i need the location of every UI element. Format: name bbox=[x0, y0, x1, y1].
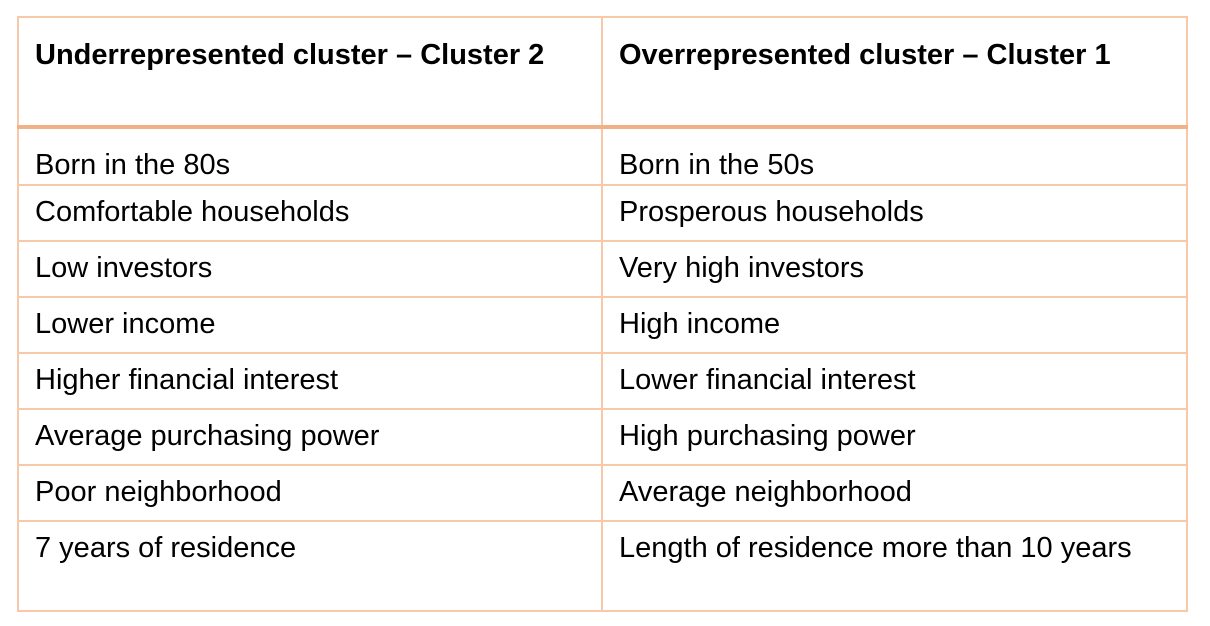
cell-cluster2: Higher financial interest bbox=[17, 352, 603, 410]
cell-cluster1: High purchasing power bbox=[601, 408, 1188, 466]
cell-cluster2: Born in the 80s bbox=[17, 126, 603, 186]
cell-cluster2: Average purchasing power bbox=[17, 408, 603, 466]
table-row: Born in the 80s Born in the 50s bbox=[17, 126, 1188, 186]
cell-cluster1: Length of residence more than 10 years bbox=[601, 520, 1188, 612]
cell-cluster1: Prosperous households bbox=[601, 184, 1188, 242]
table-row: 7 years of residence Length of residence… bbox=[17, 520, 1188, 612]
cell-cluster2: 7 years of residence bbox=[17, 520, 603, 612]
table-row: Average purchasing power High purchasing… bbox=[17, 408, 1188, 466]
cluster-comparison-table: Underrepresented cluster – Cluster 2 Ove… bbox=[17, 16, 1188, 612]
table-row: Poor neighborhood Average neighborhood bbox=[17, 464, 1188, 522]
cell-cluster1: Very high investors bbox=[601, 240, 1188, 298]
cell-cluster1: Born in the 50s bbox=[601, 126, 1188, 186]
cell-cluster1: Average neighborhood bbox=[601, 464, 1188, 522]
table-row: Lower income High income bbox=[17, 296, 1188, 354]
cell-cluster2: Low investors bbox=[17, 240, 603, 298]
header-overrepresented: Overrepresented cluster – Cluster 1 bbox=[601, 16, 1188, 129]
table-row: Low investors Very high investors bbox=[17, 240, 1188, 298]
header-underrepresented: Underrepresented cluster – Cluster 2 bbox=[17, 16, 603, 129]
cell-cluster2: Comfortable households bbox=[17, 184, 603, 242]
cell-cluster2: Lower income bbox=[17, 296, 603, 354]
cell-cluster2: Poor neighborhood bbox=[17, 464, 603, 522]
cell-cluster1: High income bbox=[601, 296, 1188, 354]
table-row: Comfortable households Prosperous househ… bbox=[17, 184, 1188, 242]
table-header-row: Underrepresented cluster – Cluster 2 Ove… bbox=[17, 16, 1188, 129]
cell-cluster1: Lower financial interest bbox=[601, 352, 1188, 410]
table-row: Higher financial interest Lower financia… bbox=[17, 352, 1188, 410]
